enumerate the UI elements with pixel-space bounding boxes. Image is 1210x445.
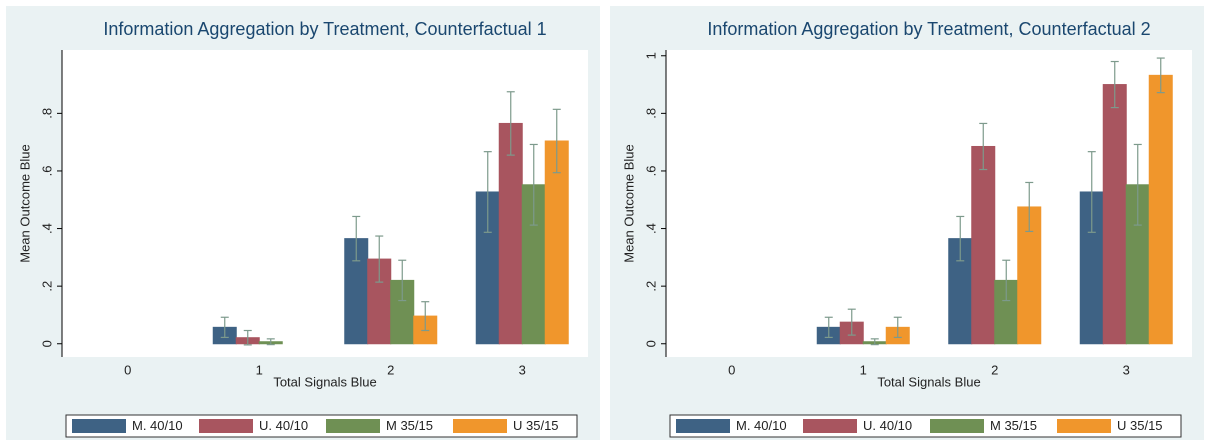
legend-label: M 35/15 (990, 418, 1037, 433)
legend-label: U. 40/10 (863, 418, 912, 433)
x-tick-label: 0 (124, 362, 131, 377)
error-bar (956, 215, 965, 262)
x-tick-label: 3 (519, 362, 526, 377)
legend-swatch (326, 419, 380, 433)
error-bar (1133, 143, 1142, 226)
error-bar (375, 235, 384, 283)
legend-label: U 35/15 (1117, 418, 1163, 433)
chart: Information Aggregation by Treatment, Co… (610, 6, 1204, 440)
x-tick-label: 0 (728, 362, 735, 377)
y-tick-label: .2 (39, 281, 54, 292)
error-bar (1025, 181, 1034, 233)
x-axis-label: Total Signals Blue (877, 374, 980, 389)
y-tick-label: .2 (643, 281, 658, 292)
error-bar (870, 338, 879, 346)
bar (498, 122, 523, 345)
chart: Information Aggregation by Treatment, Co… (6, 6, 600, 440)
legend-swatch (803, 419, 857, 433)
error-bar (483, 151, 492, 233)
error-bar (1087, 151, 1096, 233)
error-bar (1156, 57, 1165, 94)
error-bar (243, 329, 252, 346)
bar (971, 145, 996, 345)
legend-label: M 35/15 (386, 418, 433, 433)
chart-title: Information Aggregation by Treatment, Co… (103, 19, 546, 39)
bar (1102, 84, 1127, 345)
y-axis-label: Mean Outcome Blue (17, 144, 32, 263)
x-tick-label: 1 (860, 362, 867, 377)
error-bar (220, 316, 229, 339)
legend (65, 414, 578, 438)
x-tick-label: 2 (387, 362, 394, 377)
x-tick-label: 3 (1123, 362, 1130, 377)
y-tick-label: .6 (39, 166, 54, 177)
y-tick-label: .8 (643, 108, 658, 119)
error-bar (506, 91, 515, 156)
error-bar (824, 316, 833, 339)
error-bar (1002, 259, 1011, 302)
y-tick-label: 1 (643, 52, 658, 59)
y-tick-label: .6 (643, 166, 658, 177)
x-tick-label: 2 (991, 362, 998, 377)
error-bar (893, 316, 902, 339)
legend-label: M. 40/10 (132, 418, 183, 433)
legend-label: U. 40/10 (259, 418, 308, 433)
error-bar (979, 122, 988, 171)
legend-swatch (199, 419, 253, 433)
error-bar (266, 338, 275, 346)
error-bar (529, 143, 538, 226)
legend-label: M. 40/10 (736, 418, 787, 433)
error-bar (847, 308, 856, 336)
y-tick-label: .4 (643, 223, 658, 234)
y-tick-label: .4 (39, 223, 54, 234)
error-bar (1110, 60, 1119, 109)
legend (669, 414, 1182, 438)
legend-swatch (453, 419, 507, 433)
legend-swatch (676, 419, 730, 433)
y-axis-label: Mean Outcome Blue (621, 144, 636, 263)
y-tick-label: .8 (39, 108, 54, 119)
bar (1148, 74, 1173, 345)
error-bar (352, 215, 361, 262)
legend-label: U 35/15 (513, 418, 559, 433)
chart-title: Information Aggregation by Treatment, Co… (707, 19, 1150, 39)
x-tick-label: 1 (256, 362, 263, 377)
y-tick-label: 0 (643, 340, 658, 347)
x-axis-label: Total Signals Blue (273, 374, 376, 389)
y-tick-label: 0 (39, 340, 54, 347)
error-bar (552, 108, 561, 174)
legend-swatch (1057, 419, 1111, 433)
legend-swatch (72, 419, 126, 433)
error-bar (421, 301, 430, 332)
legend-swatch (930, 419, 984, 433)
error-bar (398, 259, 407, 302)
